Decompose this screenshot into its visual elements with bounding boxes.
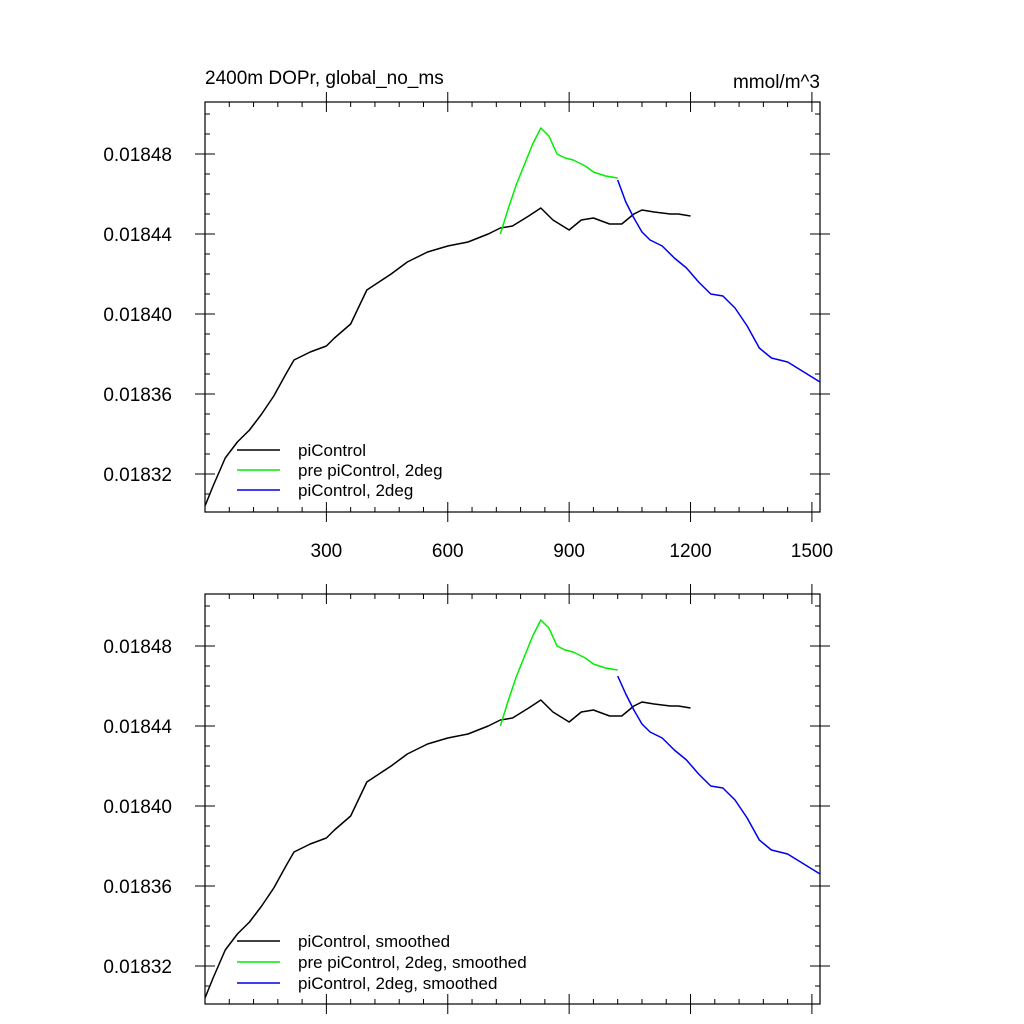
plot-frame bbox=[204, 101, 821, 513]
y-tick-label: 0.01848 bbox=[103, 637, 172, 658]
legend-label: piControl, 2deg bbox=[298, 481, 413, 500]
plot-frame bbox=[204, 593, 821, 1005]
y-tick-label: 0.01844 bbox=[103, 225, 172, 246]
series-line-2 bbox=[499, 127, 618, 235]
y-tick-label: 0.01836 bbox=[103, 877, 172, 898]
legend-label: piControl, smoothed bbox=[298, 932, 450, 951]
series-line-1 bbox=[205, 207, 691, 507]
x-tick-label: 900 bbox=[553, 541, 585, 562]
y-tick-label: 0.01848 bbox=[103, 145, 172, 166]
chart-panel-1: 300 600 900 1200 1500 0.01832 0.01836 0.01840 0.… bbox=[103, 68, 833, 562]
series-line-2 bbox=[499, 619, 618, 727]
y-tick-label: 0.01836 bbox=[103, 385, 172, 406]
x-tick-label: 1500 bbox=[791, 541, 833, 562]
chart-units: mmol/m^3 bbox=[733, 72, 820, 93]
legend-label: piControl, 2deg, smoothed bbox=[298, 974, 497, 993]
legend-label: piControl bbox=[298, 441, 366, 460]
x-tick-label: 1200 bbox=[669, 541, 711, 562]
x-tick-label: 600 bbox=[432, 541, 464, 562]
y-tick-label: 0.01840 bbox=[103, 797, 172, 818]
series-line-3 bbox=[616, 179, 820, 383]
y-tick-label: 0.01844 bbox=[103, 717, 172, 738]
chart-panel-2: 0.01832 0.01836 0.01840 0.01844 0.01848 piCon… bbox=[103, 584, 830, 1014]
legend-label: pre piControl, 2deg bbox=[298, 461, 443, 480]
y-tick-label: 0.01832 bbox=[103, 957, 172, 978]
chart-title: 2400m DOPr, global_no_ms bbox=[205, 68, 444, 89]
y-tick-label: 0.01840 bbox=[103, 305, 172, 326]
series-line-3 bbox=[617, 675, 820, 875]
series-line-1 bbox=[205, 699, 691, 999]
legend-label: pre piControl, 2deg, smoothed bbox=[298, 953, 527, 972]
x-tick-label: 300 bbox=[311, 541, 343, 562]
y-tick-label: 0.01832 bbox=[103, 465, 172, 486]
